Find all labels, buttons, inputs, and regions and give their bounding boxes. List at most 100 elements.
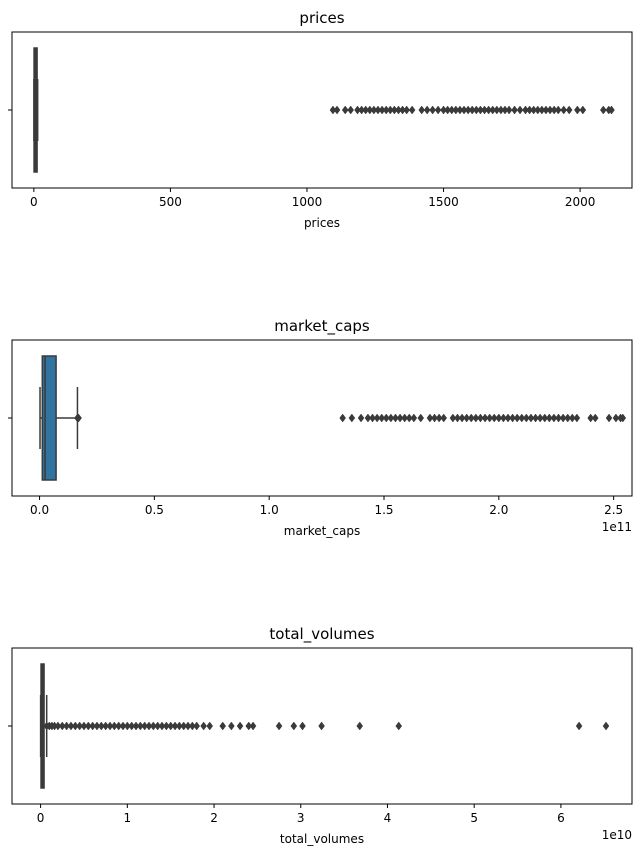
outlier-point: [93, 721, 101, 731]
outlier-point: [84, 721, 92, 731]
outlier-point: [417, 413, 425, 423]
x-tick-label: 2.0: [489, 503, 508, 517]
outlier-point: [486, 413, 493, 423]
outlier-point: [500, 413, 507, 423]
x-tick-label: 3: [297, 811, 305, 825]
outlier-point: [111, 721, 118, 731]
outlier-point: [378, 413, 386, 423]
outlier-point: [236, 721, 244, 731]
outlier-point: [318, 721, 325, 731]
outlier-point: [511, 105, 518, 115]
x-tick-label: 4: [384, 811, 392, 825]
outlier-point: [102, 721, 109, 731]
outlier-point: [591, 413, 599, 423]
outlier-point: [193, 721, 201, 731]
outlier-point: [67, 721, 75, 731]
outlier-point: [396, 413, 404, 423]
outlier-point: [106, 721, 114, 731]
x-tick-label: 2000: [565, 195, 596, 209]
outlier-point: [369, 413, 376, 423]
outlier-point: [463, 413, 470, 423]
outlier-point: [275, 721, 283, 731]
outlier-point: [536, 413, 544, 423]
outlier-point: [454, 413, 461, 423]
outlier-point: [339, 413, 346, 423]
outlier-point: [434, 105, 442, 115]
outlier-point: [560, 105, 568, 115]
outlier-point: [364, 413, 372, 423]
outlier-point: [518, 413, 526, 423]
outlier-point: [75, 413, 82, 423]
x-tick-label: 0: [30, 195, 38, 209]
x-tick-label: 500: [159, 195, 182, 209]
outlier-point: [200, 721, 207, 731]
outlier-point: [608, 105, 615, 115]
outlier-point: [600, 105, 607, 115]
outlier-point: [423, 105, 431, 115]
outlier-point: [180, 721, 188, 731]
outlier-point: [440, 413, 448, 423]
outlier-point: [605, 413, 613, 423]
outlier-point: [219, 721, 227, 731]
outlier-point: [189, 721, 196, 731]
outlier-point: [574, 105, 581, 115]
outlier-point: [176, 721, 183, 731]
outlier-point: [145, 721, 153, 731]
outlier-point: [132, 721, 140, 731]
outlier-point: [333, 105, 341, 115]
outlier-point: [58, 721, 66, 731]
outlier-point: [527, 413, 535, 423]
outlier-point: [505, 105, 513, 115]
outlier-point: [76, 721, 83, 731]
outlier-point: [356, 721, 364, 731]
x-tick-label: 1: [124, 811, 132, 825]
x-tick-label: 2.5: [604, 503, 623, 517]
outlier-point: [410, 413, 418, 423]
outlier-point: [228, 721, 235, 731]
x-tick-label: 1500: [428, 195, 459, 209]
outlier-point: [373, 413, 381, 423]
outlier-point: [405, 413, 413, 423]
outlier-point: [509, 413, 516, 423]
outlier-point: [395, 721, 403, 731]
outlier-point: [458, 413, 466, 423]
outlier-point: [387, 413, 395, 423]
outlier-point: [490, 413, 498, 423]
outlier-point: [546, 413, 553, 423]
chart-title: total_volumes: [269, 625, 374, 644]
x-tick-label: 1000: [292, 195, 323, 209]
outlier-point: [579, 105, 587, 115]
outlier-point: [89, 721, 96, 731]
x-tick-label: 0: [37, 811, 45, 825]
outlier-point: [516, 105, 524, 115]
x-tick-label: 0.0: [30, 503, 49, 517]
outlier-point: [341, 105, 349, 115]
outlier-point: [71, 721, 79, 731]
outlier-point: [472, 413, 480, 423]
outlier-point: [559, 413, 567, 423]
outlier-point: [290, 721, 298, 731]
outlier-point: [299, 721, 306, 731]
outlier-point: [403, 105, 410, 115]
chart-prices: prices prices 0 500 1000 1500 2000: [8, 9, 633, 230]
outlier-point: [158, 721, 166, 731]
outlier-point: [573, 413, 581, 423]
outlier-point: [431, 413, 438, 423]
outlier-point: [347, 105, 354, 115]
outlier-point: [54, 721, 62, 731]
outlier-point: [495, 413, 503, 423]
outlier-point: [532, 413, 539, 423]
outlier-point: [418, 105, 426, 115]
outlier-point: [449, 413, 457, 423]
outlier-point: [554, 105, 562, 115]
outlier-point: [163, 721, 170, 731]
outlier-point: [477, 413, 484, 423]
outlier-point: [382, 413, 390, 423]
chart-title: prices: [299, 9, 344, 27]
outlier-point: [564, 413, 572, 423]
x-tick-label: 1.5: [374, 503, 393, 517]
outlier-point: [119, 721, 127, 731]
offset-label: 1e10: [602, 828, 632, 842]
outlier-point: [467, 413, 475, 423]
